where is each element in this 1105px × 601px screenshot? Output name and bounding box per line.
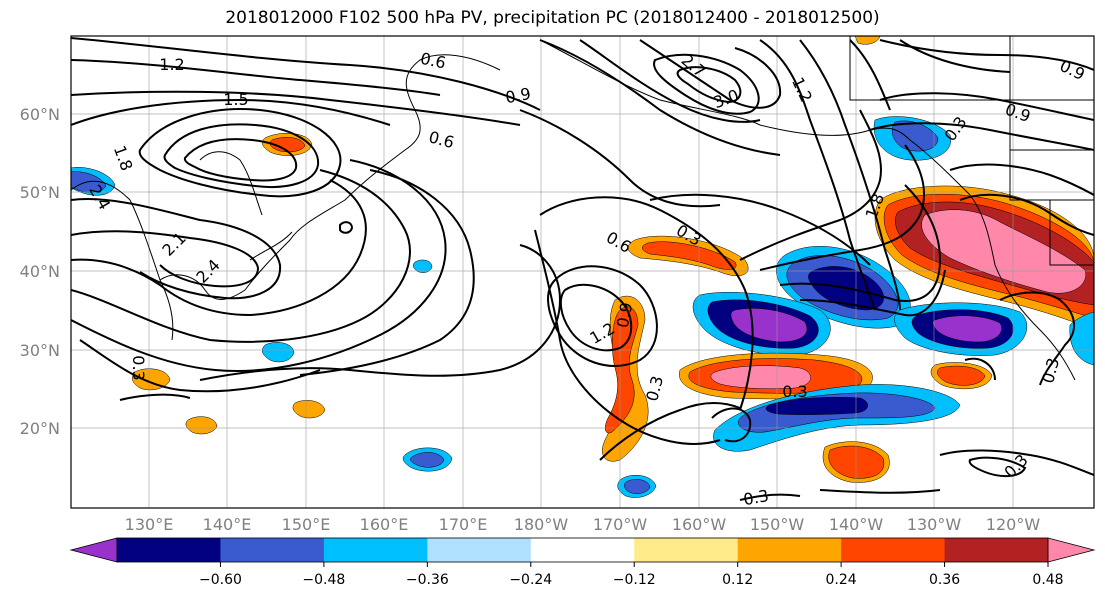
lon-label: 130°W bbox=[907, 515, 962, 534]
lon-label: 150°E bbox=[282, 515, 331, 534]
colorbar-tick-label: −0.24 bbox=[509, 572, 552, 588]
lat-label: 60°N bbox=[20, 105, 60, 124]
colorbar-cell bbox=[737, 538, 842, 562]
colorbar-extend-high bbox=[1047, 537, 1096, 563]
colorbar: −0.60 −0.48 −0.36 −0.24 −0.12 0.12 0.24 0.36 0.4… bbox=[69, 537, 1096, 588]
latitude-labels: 60°N 50°N 40°N 30°N 20°N bbox=[20, 105, 60, 438]
colorbar-tick-label: 0.12 bbox=[722, 572, 753, 588]
colorbar-cell bbox=[530, 538, 635, 562]
colorbar-tick-label: −0.36 bbox=[406, 572, 449, 588]
colorbar-cell bbox=[117, 538, 221, 562]
contour-label: 0.9 bbox=[613, 301, 636, 329]
lat-label: 40°N bbox=[20, 262, 60, 281]
colorbar-tick-label: 0.36 bbox=[929, 572, 960, 588]
colorbar-cell bbox=[841, 538, 946, 562]
colorbar-cell bbox=[427, 538, 532, 562]
colorbar-tick-label: 0.24 bbox=[826, 572, 857, 588]
lon-label: 170°W bbox=[593, 515, 648, 534]
lat-label: 20°N bbox=[20, 419, 60, 438]
contour-label: 0.3 bbox=[129, 355, 148, 380]
lat-label: 50°N bbox=[20, 183, 60, 202]
colorbar-cell bbox=[323, 538, 428, 562]
contour-label: 0.3 bbox=[782, 382, 807, 401]
longitude-labels: 130°E 140°E 150°E 160°E 170°E 180°W 170°… bbox=[125, 515, 1041, 534]
colorbar-cell bbox=[634, 538, 739, 562]
contour-label: 0.3 bbox=[742, 486, 770, 509]
lon-label: 120°W bbox=[986, 515, 1041, 534]
lon-label: 130°E bbox=[125, 515, 174, 534]
colorbar-tick-label: −0.60 bbox=[199, 572, 242, 588]
lon-label: 160°E bbox=[360, 515, 409, 534]
lat-label: 30°N bbox=[20, 341, 60, 360]
map-frame bbox=[70, 35, 1095, 509]
colorbar-tick-label: −0.12 bbox=[613, 572, 656, 588]
contour-label: 0.6 bbox=[419, 49, 448, 73]
lon-label: 140°E bbox=[203, 515, 252, 534]
lon-label: 140°W bbox=[829, 515, 884, 534]
colorbar-cell bbox=[220, 538, 325, 562]
colorbar-tick-label: −0.48 bbox=[302, 572, 345, 588]
lon-label: 160°W bbox=[672, 515, 727, 534]
lon-label: 170°E bbox=[439, 515, 488, 534]
colorbar-cell bbox=[944, 538, 1049, 562]
colorbar-tick-label: 0.48 bbox=[1032, 572, 1063, 588]
contour-label: 1.2 bbox=[159, 55, 184, 74]
pv-contours bbox=[71, 37, 1094, 501]
lon-label: 180°W bbox=[514, 515, 569, 534]
lon-label: 150°W bbox=[750, 515, 805, 534]
coastlines bbox=[71, 36, 1094, 381]
contour-label: 1.5 bbox=[223, 90, 248, 109]
colorbar-extend-low bbox=[69, 537, 118, 563]
contour-label: 0.9 bbox=[504, 84, 532, 107]
map-title: 2018012000 F102 500 hPa PV, precipitatio… bbox=[225, 8, 880, 28]
